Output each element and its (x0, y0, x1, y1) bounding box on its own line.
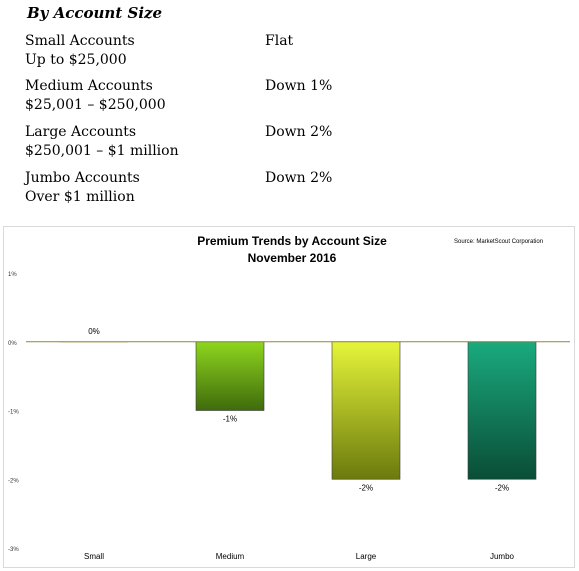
data-label: 0% (88, 327, 100, 336)
account-name: Medium Accounts (25, 78, 153, 94)
account-row-medium: Medium Accounts $25,001 – $250,000 Down … (25, 77, 332, 115)
account-range: $25,001 – $250,000 (25, 97, 166, 113)
account-range: Over $1 million (25, 189, 135, 205)
section-heading: By Account Size (27, 4, 163, 22)
y-tick-label: -3% (8, 547, 19, 553)
x-tick-label: Medium (216, 552, 245, 561)
bar-large (331, 341, 401, 480)
data-label: -1% (223, 415, 237, 424)
account-trend: Flat (265, 33, 294, 49)
account-trend: Down 1% (265, 78, 333, 94)
account-row-large: Large Accounts $250,001 – $1 million Dow… (25, 123, 332, 161)
y-tick-label: -2% (8, 478, 19, 484)
account-range: Up to $25,000 (25, 52, 127, 68)
y-tick-label: 1% (8, 272, 17, 278)
chart-svg: Premium Trends by Account Size November … (8, 234, 570, 561)
account-trend: Down 2% (265, 124, 333, 140)
chart-source: Source: MarketScout Corporation (454, 239, 543, 245)
data-label: -2% (495, 483, 509, 492)
account-name: Large Accounts (25, 124, 137, 140)
account-name: Jumbo Accounts (25, 170, 140, 186)
data-label: -2% (359, 483, 373, 492)
account-trend: Down 2% (265, 170, 333, 186)
account-range: $250,001 – $1 million (25, 143, 179, 159)
chart-title: Premium Trends by Account Size (197, 234, 387, 248)
x-tick-label: Jumbo (490, 552, 515, 561)
account-name: Small Accounts (25, 33, 135, 49)
bar-medium (195, 341, 265, 411)
account-row-small: Small Accounts Up to $25,000 Flat (25, 32, 293, 70)
x-tick-label: Large (356, 552, 377, 561)
bar-jumbo (467, 341, 537, 480)
y-tick-label: 0% (8, 341, 17, 347)
account-row-jumbo: Jumbo Accounts Over $1 million Down 2% (25, 169, 332, 207)
chart-subtitle: November 2016 (248, 251, 337, 265)
y-tick-label: -1% (8, 410, 19, 416)
x-tick-label: Small (84, 552, 104, 561)
premium-trends-chart: Premium Trends by Account Size November … (3, 226, 575, 568)
